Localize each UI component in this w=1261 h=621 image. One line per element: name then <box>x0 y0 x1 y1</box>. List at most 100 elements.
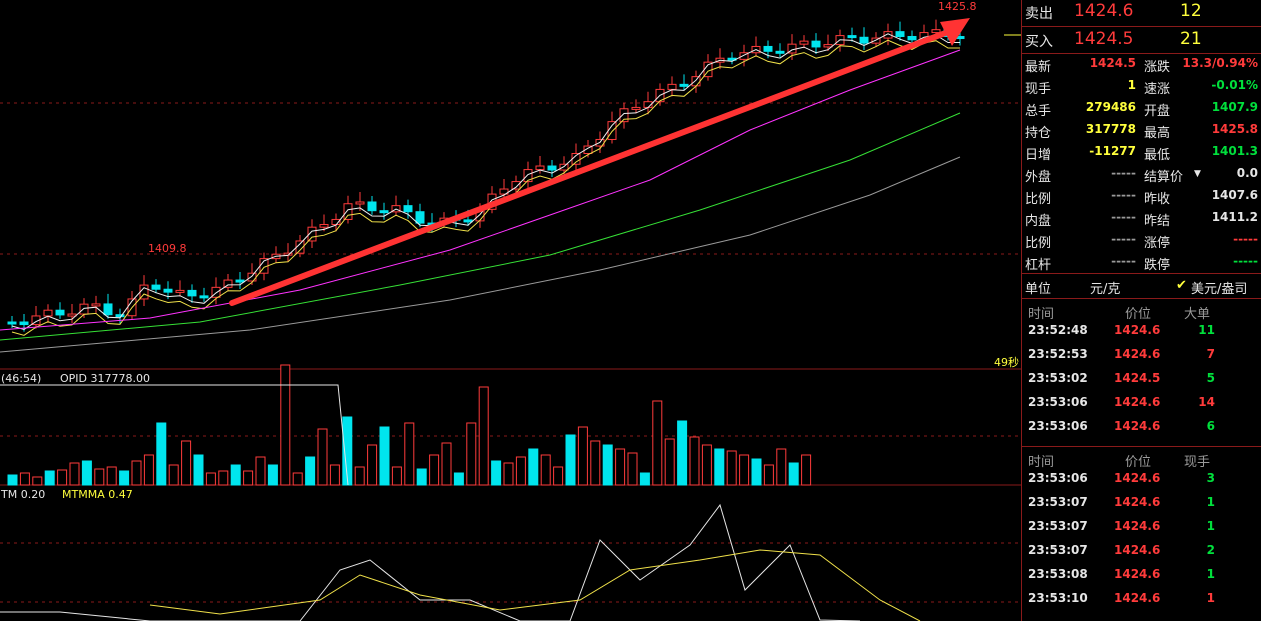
candle-body <box>355 201 365 205</box>
quote-row: 最新 1424.5 涨跌 13.3/0.94% <box>1022 53 1261 75</box>
volume-bar <box>466 422 477 486</box>
row-time: 23:53:06 <box>1028 419 1088 433</box>
table-row[interactable]: 23:53:07 1424.6 2 <box>1022 540 1261 562</box>
quote-row: 总手 279486 开盘 1407.9 <box>1022 97 1261 119</box>
quote-field-value: ----- <box>1111 166 1136 180</box>
chart-area[interactable]: 1425.8 1409.8 49秒 (46:54) OPID 317778.00… <box>0 0 1021 621</box>
volume-bar <box>317 428 328 486</box>
candle-body <box>535 165 545 171</box>
table-row[interactable]: 23:53:06 1424.6 3 <box>1022 468 1261 490</box>
row-volume: 7 <box>1206 347 1215 361</box>
volume-bar <box>305 456 316 486</box>
sell-row: 卖出 1424.6 12 <box>1022 0 1261 26</box>
kline-chart-svg[interactable] <box>0 0 1021 621</box>
candle-body <box>91 303 101 307</box>
book-divider <box>1022 26 1261 27</box>
table-row[interactable]: 23:52:48 1424.6 11 <box>1022 320 1261 342</box>
row-volume: 1 <box>1206 591 1215 605</box>
candle-body <box>811 40 821 48</box>
quote-field-value: ----- <box>1111 232 1136 246</box>
candle-body <box>823 44 833 48</box>
candle-body <box>307 226 317 242</box>
volume-bar <box>441 442 452 486</box>
candle-body <box>235 279 245 283</box>
quote-field-value: -0.01% <box>1211 78 1258 92</box>
table-row[interactable]: 23:53:08 1424.6 1 <box>1022 564 1261 586</box>
volume-bar <box>491 460 502 486</box>
volume-bar <box>205 472 216 486</box>
candle-body <box>367 201 377 212</box>
volume-bar <box>515 456 526 486</box>
candle-body <box>679 83 689 87</box>
candle-body <box>199 295 209 299</box>
trend-arrow-head-icon <box>940 18 970 46</box>
candle-body <box>499 188 509 195</box>
volume-bar <box>528 448 539 486</box>
quote-field-label: 结算价 <box>1144 170 1184 185</box>
sell-label: 卖出 <box>1025 6 1053 22</box>
quote-row: 杠杆 ----- 跌停 ----- <box>1022 251 1261 273</box>
candle-body <box>247 272 257 282</box>
volume-bar <box>230 464 241 486</box>
quote-field-value: 317778 <box>1085 122 1136 136</box>
table-row[interactable]: 23:53:07 1424.6 1 <box>1022 516 1261 538</box>
candle-body <box>607 121 617 140</box>
mtm-line <box>0 503 861 621</box>
row-time: 23:53:02 <box>1028 371 1088 385</box>
volume-bar <box>788 462 799 486</box>
table-row[interactable]: 23:53:10 1424.6 1 <box>1022 588 1261 610</box>
unit-divider <box>1022 298 1261 299</box>
candle-body <box>799 40 809 45</box>
quote-field-value: 1 <box>1127 78 1136 92</box>
volume-bar <box>429 454 440 486</box>
volume-bar <box>119 470 130 486</box>
quote-field-label: 现手 <box>1025 82 1052 97</box>
volume-bar <box>739 454 750 486</box>
volume-bar <box>776 448 787 486</box>
row-volume: 1 <box>1206 567 1215 581</box>
candle-body <box>523 169 533 183</box>
swing-high-label: 1409.8 <box>148 242 187 255</box>
table-row[interactable]: 23:53:02 1424.5 5 <box>1022 368 1261 390</box>
candle-body <box>223 279 233 288</box>
row-time: 23:52:53 <box>1028 347 1088 361</box>
candle-body <box>163 288 173 293</box>
candle-body <box>907 35 917 41</box>
row-time: 23:53:07 <box>1028 519 1088 533</box>
volume-bar <box>639 472 650 486</box>
candle-body <box>847 35 857 39</box>
quote-field-value: 1407.9 <box>1211 100 1258 114</box>
table-row[interactable]: 23:53:06 1424.6 14 <box>1022 392 1261 414</box>
candle-body <box>319 224 329 228</box>
unit-bar: 单位 元/克 ✔ 美元/盎司 <box>1022 275 1261 297</box>
candle-body <box>895 31 905 37</box>
candle-body <box>403 205 413 213</box>
volume-bar <box>627 452 638 486</box>
volume-bar <box>81 460 92 486</box>
volume-bar <box>391 466 402 486</box>
dropdown-caret-icon[interactable]: ▼ <box>1194 169 1201 179</box>
unit-option-usd-oz[interactable]: 美元/盎司 <box>1191 282 1248 297</box>
candle-body <box>115 314 125 318</box>
row-price: 1424.6 <box>1114 419 1161 433</box>
mtmma-line <box>149 549 921 621</box>
volume-bar <box>255 456 266 486</box>
quote-field-label: 总手 <box>1025 104 1052 119</box>
ma60-line <box>0 156 961 353</box>
table-row[interactable]: 23:52:53 1424.6 7 <box>1022 344 1261 366</box>
volume-bar <box>677 420 688 486</box>
candle-body <box>859 36 869 44</box>
row-time: 23:53:08 <box>1028 567 1088 581</box>
table-row[interactable]: 23:53:07 1424.6 1 <box>1022 492 1261 514</box>
candle-body <box>43 309 53 317</box>
row-price: 1424.5 <box>1114 371 1161 385</box>
volume-bar <box>19 472 30 486</box>
col-price: 价位 <box>1125 307 1152 322</box>
quote-field-label: 外盘 <box>1025 170 1052 185</box>
volume-bar <box>69 462 80 486</box>
quote-bottom-divider <box>1022 273 1261 274</box>
volume-bar <box>664 438 675 486</box>
table-row[interactable]: 23:53:06 1424.6 6 <box>1022 416 1261 438</box>
candle-body <box>631 106 641 110</box>
unit-option-yuan-gram[interactable]: 元/克 <box>1090 282 1121 297</box>
